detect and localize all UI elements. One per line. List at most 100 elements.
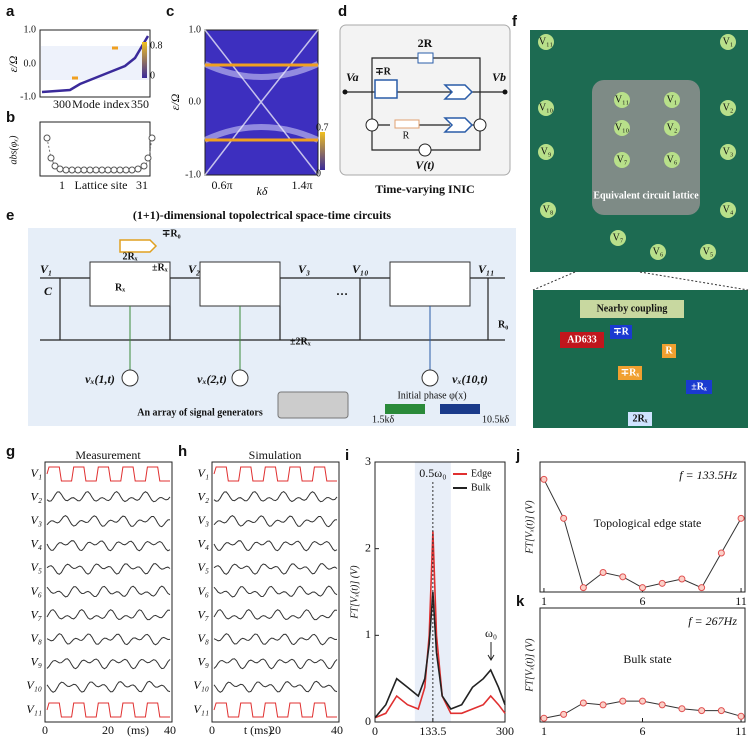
spectrum — [41, 35, 150, 94]
generator-label: An array of signal generators — [137, 407, 263, 418]
point — [698, 584, 706, 592]
lattice-node — [614, 152, 630, 168]
point — [579, 699, 587, 707]
coupling-text: Nearby coupling — [597, 303, 668, 314]
board-nodes: V₁₁ V₁ V₁₀ V₂ V₉ V₃ V₈ V₄ V₇ V₆ V₅ V₁₁ V₁ V₁₀ V₂ V₇ V₆ — [538, 34, 736, 260]
circuit-box — [339, 24, 511, 176]
rpx-tag — [686, 380, 712, 394]
caption: Time-varying INIC — [375, 182, 474, 196]
row-label: V₅ — [197, 560, 209, 574]
opamp — [374, 79, 398, 99]
profile-points — [43, 134, 156, 174]
r2x-text: 2Rₓ — [632, 413, 647, 424]
source-label: vₓ(2,t) — [197, 372, 227, 386]
resistor-label: 2R — [418, 36, 433, 50]
zoom-lines — [532, 271, 749, 291]
colorbar-label: 0.8 — [150, 40, 163, 51]
sources — [121, 369, 439, 387]
board-node — [720, 100, 736, 116]
point — [678, 575, 686, 583]
annotation: 0.5ω₀ — [419, 466, 446, 480]
panel-g: g Measurement 0 20 40 (ms) — [6, 443, 176, 737]
tick-label: 0.6π — [211, 178, 232, 192]
y-tick-label: 3 — [365, 454, 371, 468]
tick-label: -1.0 — [185, 169, 201, 180]
resistor-label: ∓R₀ — [162, 228, 181, 239]
buffer — [119, 239, 158, 253]
trace — [213, 466, 337, 482]
board-node-label: V₃ — [723, 146, 734, 157]
panel-label: d — [338, 3, 347, 20]
axis-label: ε/Ω — [6, 55, 20, 72]
trace — [213, 680, 338, 693]
circuit-bg — [28, 228, 516, 426]
row-label: V₁₀ — [193, 678, 209, 692]
annotation: ω₀ — [485, 626, 497, 640]
point — [678, 705, 686, 713]
point — [619, 573, 627, 581]
x-tick-label: 133.5 — [419, 724, 446, 738]
trace — [213, 515, 338, 528]
board-node-label: V₁₁ — [539, 36, 553, 47]
y-axis-label: FT[Vₓ(t)] (V) — [524, 638, 535, 693]
rm-tag — [610, 325, 632, 339]
panel-h: h Simulation 0 20 40 t (ms) — [178, 443, 343, 737]
lattice-node-label: V₁ — [667, 94, 678, 105]
axis-label: Mode index — [72, 97, 130, 111]
axis-label: ε/Ω — [168, 93, 182, 110]
trace — [213, 702, 337, 718]
y-axis-label: FT[Vₓ(t)] (V) — [349, 565, 360, 620]
y-tick-label: 2 — [365, 540, 371, 554]
point — [560, 514, 568, 522]
source — [418, 143, 432, 157]
annotation: f = 133.5Hz — [679, 468, 737, 482]
board-node — [540, 202, 556, 218]
row-label: V₃ — [197, 513, 209, 527]
trace — [46, 540, 171, 552]
lattice-node-label: V₁₀ — [615, 122, 630, 133]
axis-label: kδ — [257, 184, 268, 198]
panel-title: Simulation — [249, 448, 302, 462]
tick-label: 31 — [136, 178, 148, 192]
x-tick-label: 1 — [541, 594, 547, 608]
node-label: V₁ — [40, 262, 52, 276]
lattice-node-label: V₂ — [667, 122, 678, 133]
row-label: V₉ — [197, 655, 209, 669]
board-node — [610, 230, 626, 246]
panel-label: k — [516, 593, 525, 610]
tick-label: 40 — [331, 723, 343, 737]
x-axis-label: f (Hz) — [426, 738, 454, 739]
row-label: V₁₁ — [193, 702, 209, 716]
x-tick-label: 0 — [372, 724, 378, 738]
resistor-label: R₀ — [498, 319, 508, 330]
trace — [46, 490, 171, 503]
r-text: R — [665, 345, 673, 356]
r2x-tag — [628, 412, 652, 426]
plot-frame — [44, 461, 173, 723]
x-tick-label: 6 — [640, 594, 646, 608]
board-node-label: V₁ — [723, 36, 734, 47]
panel-label: f — [512, 13, 518, 30]
point — [639, 584, 646, 592]
r-tag — [662, 344, 676, 358]
point — [619, 697, 627, 705]
row-label: V₆ — [30, 584, 42, 598]
node-label: V₂ — [188, 262, 200, 276]
node-label: Va — [346, 70, 359, 84]
axis-label: (ms) — [127, 723, 149, 737]
coupling-tag — [580, 300, 684, 318]
series-line — [543, 479, 742, 589]
phase-label: Initial phase φ(x) — [397, 390, 466, 401]
resistor-label: 2Rₓ — [122, 251, 137, 262]
lattice-text: Equivalent circuit lattice — [593, 190, 699, 201]
panel-f: f Equivalent circuit lattice V₁₁ V₁ V₁₀ V₂ V… — [512, 13, 749, 428]
source-wires — [129, 306, 241, 378]
chip-text: AD633 — [567, 334, 596, 345]
panel-label: b — [6, 109, 15, 126]
trace — [213, 585, 338, 598]
trace — [213, 608, 338, 621]
x-axis-label: Circuit node — [613, 738, 673, 739]
resistor-label: ±2Rₓ — [290, 336, 311, 347]
row-label: V₁ — [197, 466, 209, 480]
resistor-label: ±Rₓ — [152, 262, 168, 273]
